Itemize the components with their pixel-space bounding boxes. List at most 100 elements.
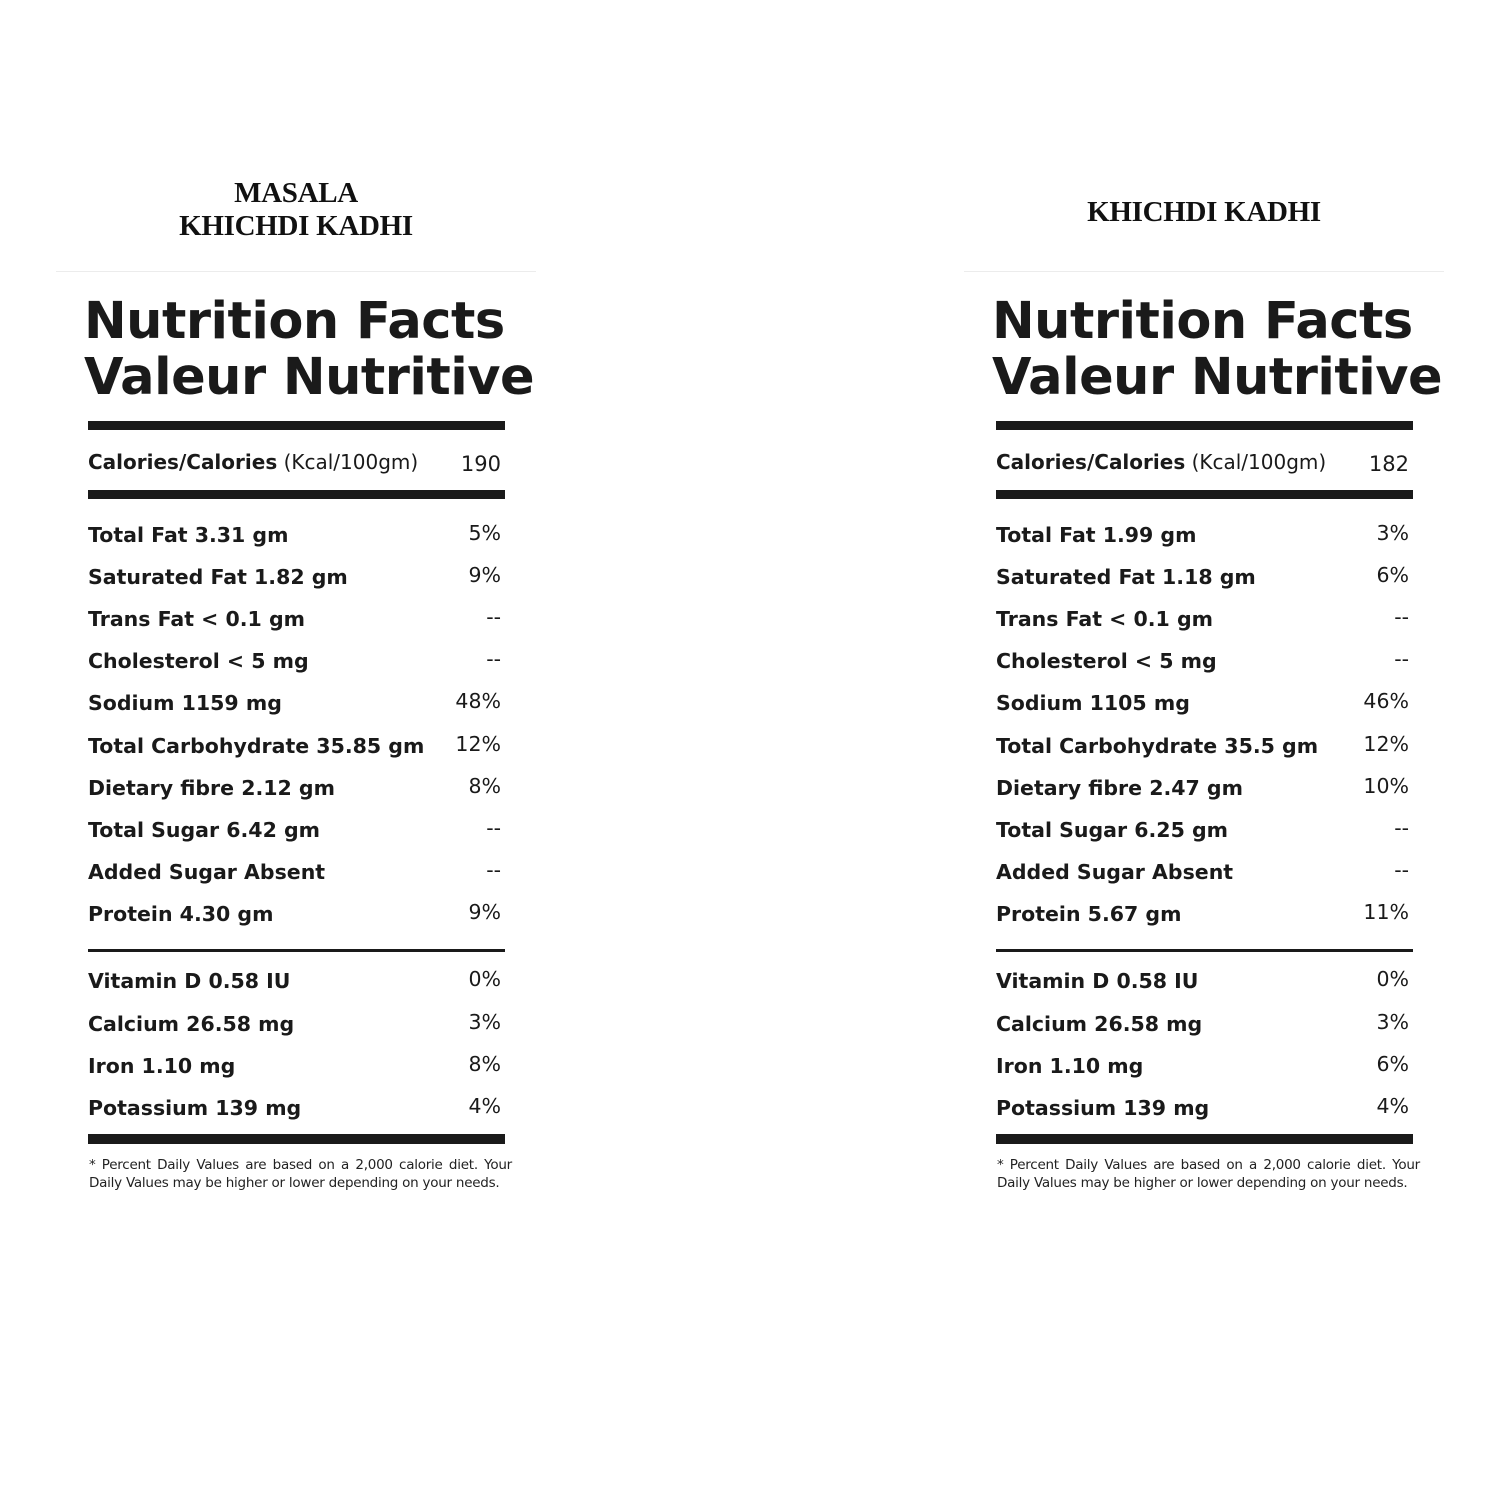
nutrient-row-iron: Iron 1.10 mg 8% (88, 1050, 501, 1082)
nutrient-label: Trans Fat < 0.1 gm (88, 607, 305, 631)
nutrient-row-calcium: Calcium 26.58 mg 3% (88, 1008, 501, 1040)
nutrient-row-vitamin-d: Vitamin D 0.58 IU 0% (88, 965, 501, 997)
valeur-nutritive-heading: Valeur Nutritive (992, 348, 1443, 407)
nutrient-row-total-sugar: Total Sugar 6.25 gm -- (996, 814, 1409, 846)
calories-unit: (Kcal/100gm) (283, 450, 419, 474)
nutrient-row-iron: Iron 1.10 mg 6% (996, 1050, 1409, 1082)
nutrient-row-trans-fat: Trans Fat < 0.1 gm -- (996, 603, 1409, 635)
calories-label: Calories/Calories (996, 450, 1186, 474)
nutrient-daily-value: 11% (1363, 900, 1409, 924)
nutrient-label: Vitamin D 0.58 IU (996, 969, 1199, 993)
nutrient-daily-value: 12% (1363, 732, 1409, 756)
nutrient-row-vitamin-d: Vitamin D 0.58 IU 0% (996, 965, 1409, 997)
thick-rule (996, 1134, 1413, 1144)
nutrient-label: Protein 4.30 gm (88, 902, 274, 926)
calories-unit: (Kcal/100gm) (1191, 450, 1327, 474)
nutrient-daily-value: -- (1394, 858, 1409, 882)
nutrient-label: Added Sugar Absent (88, 860, 326, 884)
nutrient-daily-value: -- (486, 605, 501, 629)
calories-value: 182 (1368, 452, 1409, 476)
nutrient-row-added-sugar: Added Sugar Absent -- (996, 856, 1409, 888)
nutrient-daily-value: 0% (1376, 967, 1409, 991)
nutrient-label: Total Carbohydrate 35.85 gm (88, 734, 425, 758)
nutrient-daily-value: -- (486, 647, 501, 671)
daily-value-footnote: * Percent Daily Values are based on a 2,… (89, 1157, 512, 1191)
nutrient-daily-value: 8% (468, 774, 501, 798)
daily-value-footnote: * Percent Daily Values are based on a 2,… (997, 1157, 1420, 1191)
product-title-line: KHICHDI KADHI (1087, 196, 1321, 228)
nutrient-row-potassium: Potassium 139 mg 4% (996, 1092, 1409, 1124)
nutrient-daily-value: -- (1394, 605, 1409, 629)
nutrient-label: Total Sugar 6.25 gm (996, 818, 1229, 842)
nutrient-daily-value: 0% (468, 967, 501, 991)
nutrient-daily-value: 6% (1376, 563, 1409, 587)
nutrient-daily-value: 4% (1376, 1094, 1409, 1118)
nutrient-daily-value: 12% (455, 732, 501, 756)
calories-row: Calories/Calories (Kcal/100gm) 190 (88, 445, 501, 479)
thick-rule (88, 421, 505, 430)
nutrient-row-total-fat: Total Fat 1.99 gm 3% (996, 519, 1409, 551)
nutrient-label: Saturated Fat 1.18 gm (996, 565, 1256, 589)
nutrient-row-sodium: Sodium 1105 mg 46% (996, 687, 1409, 719)
product-title-masala-khichdi-kadhi: MASALA KHICHDI KADHI (116, 177, 476, 243)
nutrient-row-cholesterol: Cholesterol < 5 mg -- (88, 645, 501, 677)
thick-rule (88, 490, 505, 499)
nutrient-label: Iron 1.10 mg (88, 1054, 236, 1078)
nutrient-row-total-sugar: Total Sugar 6.42 gm -- (88, 814, 501, 846)
nutrient-label: Total Carbohydrate 35.5 gm (996, 734, 1319, 758)
nutrient-daily-value: 3% (1376, 521, 1409, 545)
nutrition-facts-panel-masala-khichdi-kadhi: Nutrition Facts Valeur Nutritive Calorie… (84, 290, 535, 1220)
thick-rule (996, 490, 1413, 499)
nutrient-label: Calcium 26.58 mg (88, 1012, 295, 1036)
title-divider (964, 271, 1444, 272)
nutrient-row-potassium: Potassium 139 mg 4% (88, 1092, 501, 1124)
thin-rule (996, 949, 1413, 952)
nutrient-daily-value: 8% (468, 1052, 501, 1076)
nutrient-daily-value: 48% (455, 689, 501, 713)
calories-row: Calories/Calories (Kcal/100gm) 182 (996, 445, 1409, 479)
nutrient-label: Dietary fibre 2.12 gm (88, 776, 335, 800)
nutrient-row-saturated-fat: Saturated Fat 1.82 gm 9% (88, 561, 501, 593)
nutrient-daily-value: 9% (468, 900, 501, 924)
thick-rule (88, 1134, 505, 1144)
thick-rule (996, 421, 1413, 430)
nutrient-daily-value: 3% (468, 1010, 501, 1034)
product-title-line: MASALA (234, 177, 358, 209)
nutrient-label: Potassium 139 mg (88, 1096, 302, 1120)
nutrient-label: Total Fat 1.99 gm (996, 523, 1197, 547)
nutrition-facts-panel-khichdi-kadhi: Nutrition Facts Valeur Nutritive Calorie… (992, 290, 1443, 1220)
nutrient-label: Total Fat 3.31 gm (88, 523, 289, 547)
nutrient-row-added-sugar: Added Sugar Absent -- (88, 856, 501, 888)
nutrient-label: Dietary fibre 2.47 gm (996, 776, 1243, 800)
nutrient-daily-value: -- (1394, 647, 1409, 671)
product-title-khichdi-kadhi: KHICHDI KADHI (1024, 196, 1384, 229)
nutrient-row-trans-fat: Trans Fat < 0.1 gm -- (88, 603, 501, 635)
valeur-nutritive-heading: Valeur Nutritive (84, 348, 535, 407)
nutrient-label: Iron 1.10 mg (996, 1054, 1144, 1078)
nutrient-label: Total Sugar 6.42 gm (88, 818, 321, 842)
nutrient-row-dietary-fibre: Dietary fibre 2.47 gm 10% (996, 772, 1409, 804)
nutrient-daily-value: 5% (468, 521, 501, 545)
nutrition-facts-heading: Nutrition Facts (84, 292, 505, 351)
nutrient-label: Sodium 1105 mg (996, 691, 1190, 715)
nutrient-label: Vitamin D 0.58 IU (88, 969, 291, 993)
nutrient-label: Sodium 1159 mg (88, 691, 282, 715)
nutrient-label: Potassium 139 mg (996, 1096, 1210, 1120)
nutrient-row-protein: Protein 5.67 gm 11% (996, 898, 1409, 930)
nutrient-row-saturated-fat: Saturated Fat 1.18 gm 6% (996, 561, 1409, 593)
nutrient-daily-value: -- (1394, 816, 1409, 840)
title-divider (56, 271, 536, 272)
nutrient-row-protein: Protein 4.30 gm 9% (88, 898, 501, 930)
nutrient-label: Cholesterol < 5 mg (88, 649, 309, 673)
nutrient-daily-value: 3% (1376, 1010, 1409, 1034)
nutrient-row-dietary-fibre: Dietary fibre 2.12 gm 8% (88, 772, 501, 804)
nutrient-row-sodium: Sodium 1159 mg 48% (88, 687, 501, 719)
nutrient-daily-value: 9% (468, 563, 501, 587)
nutrient-row-total-carbohydrate: Total Carbohydrate 35.85 gm 12% (88, 730, 501, 762)
nutrient-daily-value: 6% (1376, 1052, 1409, 1076)
calories-value: 190 (460, 452, 501, 476)
nutrient-label: Protein 5.67 gm (996, 902, 1182, 926)
nutrient-row-total-fat: Total Fat 3.31 gm 5% (88, 519, 501, 551)
nutrient-daily-value: 4% (468, 1094, 501, 1118)
calories-label: Calories/Calories (88, 450, 278, 474)
